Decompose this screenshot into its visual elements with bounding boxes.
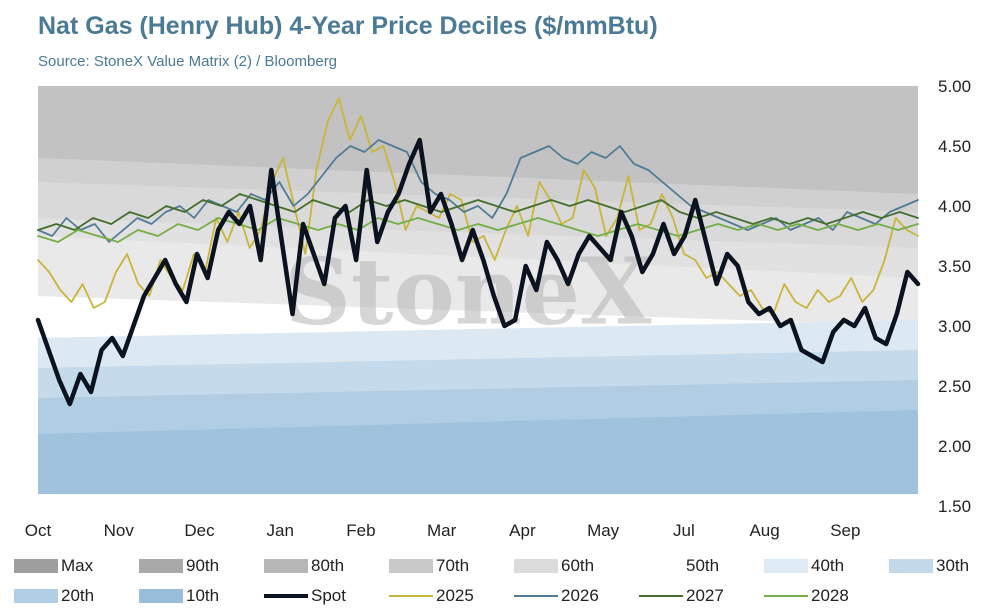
legend-label: 2027: [686, 586, 724, 605]
legend-swatch: [764, 559, 808, 573]
legend-swatch: [14, 589, 58, 603]
legend-swatch: [264, 559, 308, 573]
y-tick-label: 2.50: [938, 377, 971, 396]
watermark: StoneX: [284, 238, 652, 346]
legend-swatch: [139, 559, 183, 573]
legend-item-70th: 70th: [389, 556, 469, 576]
chart-title: Nat Gas (Henry Hub) 4-Year Price Deciles…: [38, 12, 658, 40]
legend-swatch: [389, 559, 433, 573]
legend-item-50th: 50th: [639, 556, 719, 576]
x-tick-label: Nov: [104, 521, 135, 540]
y-tick-label: 4.50: [938, 137, 971, 156]
legend-swatch: [514, 559, 558, 573]
legend-label: 80th: [311, 556, 345, 575]
legend-item-30th: 30th: [889, 556, 969, 576]
x-tick-label: Jan: [266, 521, 293, 540]
legend-label: 2026: [561, 586, 599, 605]
x-tick-label: Apr: [509, 521, 536, 540]
x-tick-label: Dec: [184, 521, 215, 540]
legend-item-2027: 2027: [639, 586, 724, 606]
legend-label: 70th: [436, 556, 470, 575]
x-tick-label: Jul: [673, 521, 695, 540]
legend-swatch: [139, 589, 183, 603]
legend-swatch: [264, 594, 308, 598]
x-tick-label: Feb: [346, 521, 375, 540]
x-tick-label: May: [587, 521, 620, 540]
legend-label: 2028: [811, 586, 849, 605]
x-tick-label: Mar: [427, 521, 457, 540]
series-2026: [37, 139, 919, 243]
decile-chart: StoneX 5.00 4.50 4.00 3.50 3.00 2.50 2.00 1.50 Oc…: [25, 77, 971, 540]
legend-label: 90th: [186, 556, 220, 575]
legend-label: Max: [61, 556, 94, 575]
legend-label: 20th: [61, 586, 95, 605]
chart-subtitle: Source: StoneX Value Matrix (2) / Bloomb…: [38, 53, 338, 70]
legend-item-2028: 2028: [764, 586, 849, 606]
x-tick-label: Oct: [25, 521, 52, 540]
series-2027: [37, 193, 919, 231]
series-spot: [35, 137, 921, 407]
legend-item-20th: 20th: [14, 586, 94, 606]
legend-swatch: [389, 595, 433, 597]
legend-label: 30th: [936, 556, 970, 575]
y-tick-label: 3.50: [938, 257, 971, 276]
x-tick-label: Aug: [749, 521, 779, 540]
legend-label: 60th: [561, 556, 595, 575]
series-2028: [37, 217, 919, 243]
legend-swatch: [889, 559, 933, 573]
legend-item-max: Max: [14, 556, 93, 576]
legend-item-60th: 60th: [514, 556, 594, 576]
y-tick-label: 5.00: [938, 77, 971, 96]
legend-swatch: [639, 559, 683, 573]
legend-item-80th: 80th: [264, 556, 344, 576]
legend-swatch: [14, 559, 58, 573]
legend-item-90th: 90th: [139, 556, 219, 576]
legend-swatch: [764, 595, 808, 597]
legend-swatch: [514, 595, 558, 597]
y-tick-label: 2.00: [938, 437, 971, 456]
legend-item-10th: 10th: [139, 586, 219, 606]
y-tick-label: 3.00: [938, 317, 971, 336]
legend-label: 40th: [811, 556, 845, 575]
legend-item-40th: 40th: [764, 556, 844, 576]
legend-label: 50th: [686, 556, 720, 575]
legend-label: Spot: [311, 586, 346, 605]
legend-label: 2025: [436, 586, 474, 605]
legend-item-2026: 2026: [514, 586, 599, 606]
y-tick-label: 1.50: [938, 497, 971, 516]
x-tick-label: Sep: [830, 521, 860, 540]
legend-swatch: [639, 595, 683, 597]
legend-item-spot: Spot: [264, 586, 346, 606]
band-10th: [38, 410, 918, 494]
legend-item-2025: 2025: [389, 586, 474, 606]
y-tick-label: 4.00: [938, 197, 971, 216]
legend-label: 10th: [186, 586, 220, 605]
